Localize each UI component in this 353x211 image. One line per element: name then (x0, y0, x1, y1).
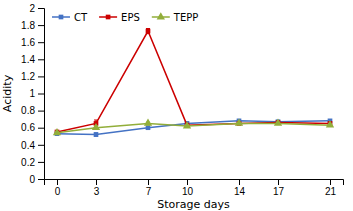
y-tick-mark (38, 179, 44, 180)
error-bar (94, 133, 98, 136)
y-axis-title: Acidity (1, 74, 14, 112)
marker (94, 132, 99, 137)
y-tick-label: 0 (29, 174, 35, 185)
legend-label: TEPP (173, 12, 199, 23)
x-tick: 0 (55, 179, 61, 197)
y-tick: 2 (29, 3, 44, 14)
y-tick-label: 1.8 (21, 20, 35, 31)
y-axis-line (38, 9, 45, 180)
y-tick-mark (38, 111, 44, 112)
series (55, 29, 333, 135)
y-tick-mark (38, 8, 44, 9)
y-tick-label: 2 (29, 3, 35, 14)
y-tick: 0.6 (21, 122, 44, 133)
x-tick-mark (278, 179, 279, 185)
y-tick-label: 1 (29, 88, 35, 99)
y-tick-mark (38, 94, 44, 95)
marker (183, 121, 191, 128)
x-tick-mark (330, 179, 331, 185)
marks (53, 29, 334, 137)
y-tick-mark (38, 59, 44, 60)
marker (326, 120, 334, 127)
legend-item: EPS (99, 12, 140, 23)
y-tick-mark (38, 162, 44, 163)
x-tick-label: 10 (182, 186, 194, 197)
x-tick-label: 21 (325, 186, 337, 197)
x-tick-label: 17 (273, 186, 285, 197)
x-tick-mark (96, 179, 97, 185)
y-tick-mark (38, 145, 44, 146)
y-tick-label: 1.6 (21, 37, 35, 48)
y-tick: 0.4 (21, 140, 44, 151)
x-tick-label: 3 (94, 186, 100, 197)
plot: 0 3 7 10 14 17 21 0 0.2 0.4 0.6 0.8 1 1.2 1.4 1.6 1.8 2 CT… (21, 3, 343, 197)
x-tick-mark (57, 179, 58, 185)
x-tick: 7 (146, 179, 152, 197)
marker (235, 119, 243, 126)
legend-item: TEPP (152, 12, 199, 23)
legend-label: CT (74, 12, 88, 23)
y-tick-mark (38, 128, 44, 129)
x-tick: 21 (325, 179, 337, 197)
marker (53, 128, 61, 135)
y-tick-label: 0.8 (21, 105, 35, 116)
x-tick-mark (187, 179, 188, 185)
series (53, 119, 334, 136)
y-tick: 1.4 (21, 54, 44, 65)
marker (146, 29, 151, 34)
y-tick: 1 (29, 88, 44, 99)
y-tick: 1.8 (21, 20, 44, 31)
series-line (57, 123, 330, 132)
x-tick: 10 (182, 179, 194, 197)
y-tick: 0.8 (21, 105, 44, 116)
legend-label: EPS (121, 12, 140, 23)
y-tick: 1.6 (21, 37, 44, 48)
x-tick: 14 (234, 179, 246, 197)
y-tick: 0 (29, 174, 44, 185)
y-tick-mark (38, 25, 44, 26)
marker (144, 119, 152, 126)
x-tick: 17 (273, 179, 285, 197)
chart: 0 3 7 10 14 17 21 0 0.2 0.4 0.6 0.8 1 1.2 1.4 1.6 1.8 2 CT… (0, 0, 353, 211)
x-axis-line (45, 180, 344, 186)
x-tick: 3 (94, 179, 100, 197)
x-tick-label: 14 (234, 186, 246, 197)
y-tick-label: 0.4 (21, 140, 35, 151)
marker (274, 119, 282, 126)
y-tick: 0.2 (21, 157, 44, 168)
x-axis: 0 3 7 10 14 17 21 (45, 179, 344, 197)
y-axis: 0 0.2 0.4 0.6 0.8 1 1.2 1.4 1.6 1.8 2 (21, 3, 44, 185)
y-tick-label: 0.2 (21, 157, 35, 168)
error-cap (94, 120, 98, 121)
y-tick-label: 1.2 (21, 71, 35, 82)
x-tick-mark (239, 179, 240, 185)
y-tick-label: 0.6 (21, 122, 35, 133)
legend-marker (59, 15, 64, 20)
error-bar (146, 29, 150, 34)
x-tick-mark (148, 179, 149, 185)
y-tick-mark (38, 76, 44, 77)
legend-marker (106, 15, 111, 20)
marker (92, 123, 100, 130)
series (55, 119, 333, 137)
legend: CT EPS TEPP (52, 12, 198, 23)
legend-item: CT (52, 12, 88, 23)
y-tick-label: 1.4 (21, 54, 35, 65)
series-line (57, 31, 330, 132)
x-tick-label: 7 (146, 186, 152, 197)
y-tick: 1.2 (21, 71, 44, 82)
x-tick-label: 0 (55, 186, 61, 197)
legend-marker (157, 12, 165, 19)
x-axis-title: Storage days (157, 198, 230, 211)
y-tick-mark (38, 42, 44, 43)
marker (146, 125, 151, 130)
